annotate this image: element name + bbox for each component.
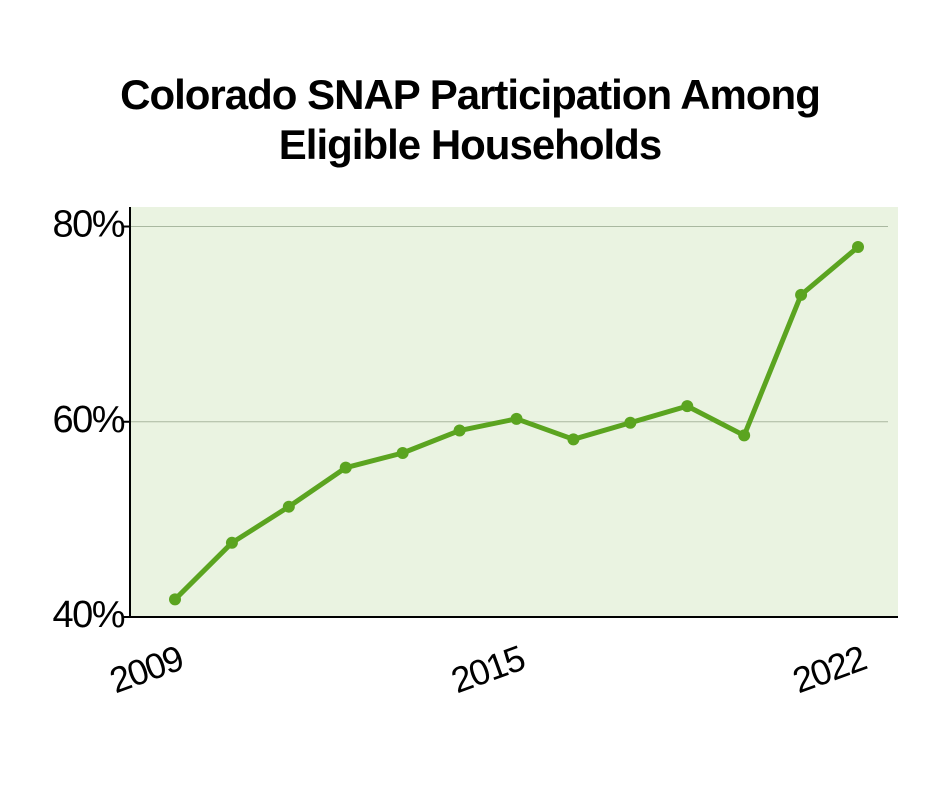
data-point xyxy=(169,593,181,606)
data-point xyxy=(453,424,466,437)
data-point xyxy=(282,500,295,513)
data-point xyxy=(681,400,694,413)
y-tick-label: 60% xyxy=(52,399,124,441)
x-tick-label: 2009 xyxy=(104,637,188,701)
y-tick-label: 40% xyxy=(52,594,124,636)
data-point xyxy=(624,416,637,429)
data-point xyxy=(396,447,409,459)
data-point xyxy=(510,412,523,425)
x-tick-label: 2015 xyxy=(446,637,530,701)
data-point xyxy=(225,536,238,549)
chart-title: Colorado SNAP Participation Among Eligib… xyxy=(120,71,821,168)
data-point xyxy=(738,429,751,442)
data-point xyxy=(852,241,864,254)
data-point xyxy=(339,461,352,474)
y-tick-label: 80% xyxy=(52,204,124,246)
data-point xyxy=(795,288,808,301)
data-point xyxy=(567,433,580,446)
plot-background xyxy=(130,207,898,617)
x-tick-label: 2022 xyxy=(787,637,871,701)
